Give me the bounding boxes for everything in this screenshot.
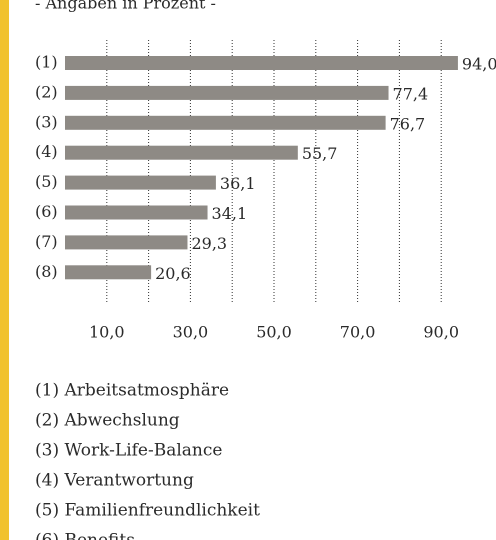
legend-item: (6) Benefits [35,531,135,540]
bar [65,145,298,160]
category-label: (1) [35,53,58,72]
value-label: 29,3 [191,234,227,253]
value-label: 94,0 [462,55,496,74]
accent-bar [0,0,9,540]
value-label: 55,7 [302,144,338,163]
category-label: (7) [35,232,58,251]
x-tick-label: 50,0 [256,323,292,342]
legend-item: (1) Arbeitsatmosphäre [35,381,229,401]
bar [65,115,386,130]
legend-item: (5) Familienfreundlichkeit [35,501,260,521]
bar [65,85,389,100]
value-label: 20,6 [155,264,191,283]
legend-item: (2) Abwechslung [35,411,180,431]
category-label: (5) [35,172,58,191]
x-tick-label: 90,0 [423,323,459,342]
category-label: (8) [35,262,58,281]
category-label: (2) [35,82,58,101]
chart-subtitle: - Angaben in Prozent - [35,0,216,13]
value-label: 76,7 [390,114,426,133]
category-label: (4) [35,142,58,161]
bar [65,56,458,70]
x-tick-label: 30,0 [173,323,209,342]
category-label: (6) [35,202,58,221]
value-label: 34,1 [212,204,248,223]
bar [65,235,188,250]
legend-item: (3) Work-Life-Balance [35,441,222,461]
bar [65,175,216,190]
x-tick-label: 70,0 [340,323,376,342]
bar [65,205,208,220]
bar [65,265,152,280]
x-tick-label: 10,0 [89,323,125,342]
value-label: 77,4 [393,84,429,103]
category-label: (3) [35,112,58,131]
value-label: 36,1 [220,174,256,193]
legend-item: (4) Verantwortung [35,471,194,491]
